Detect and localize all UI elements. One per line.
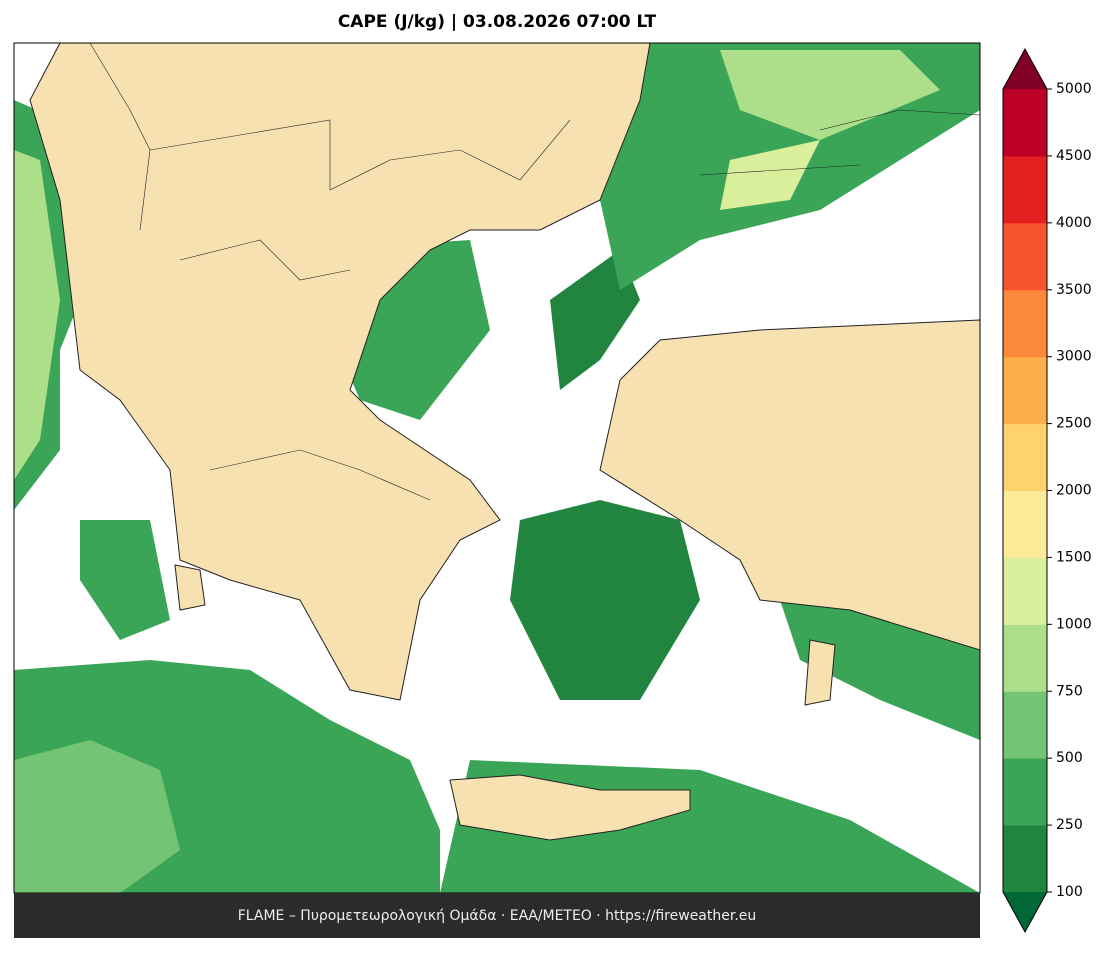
- colorbar-segment: [1003, 89, 1047, 157]
- colorbar-over: [1003, 49, 1047, 89]
- colorbar-segment: [1003, 825, 1047, 893]
- colorbar-segment: [1003, 758, 1047, 826]
- colorbar-tick-label: 1000: [1056, 616, 1092, 632]
- colorbar-under: [1003, 892, 1047, 932]
- colorbar-segment: [1003, 691, 1047, 759]
- cape-area: [510, 500, 700, 700]
- colorbar-tick-label: 3000: [1056, 349, 1092, 365]
- border: [149, 119, 571, 191]
- colorbar-tick-label: 5000: [1056, 81, 1092, 97]
- border: [699, 164, 861, 176]
- border: [819, 109, 981, 131]
- colorbar-tick-label: 2500: [1056, 416, 1092, 432]
- land: [449, 774, 691, 841]
- colorbar-tick-label: 1500: [1056, 549, 1092, 565]
- land: [804, 639, 836, 706]
- border: [209, 449, 431, 501]
- colorbar-segment: [1003, 490, 1047, 558]
- colorbar-tick-label: 500: [1056, 750, 1083, 766]
- land: [599, 319, 981, 651]
- colorbar-tick-label: 2000: [1056, 483, 1092, 499]
- colorbar-segment: [1003, 423, 1047, 491]
- colorbar-segment: [1003, 155, 1047, 224]
- cape-area: [720, 140, 820, 210]
- map: [13, 42, 981, 894]
- footer-text: FLAME – Πυρομετεωρολογική Ομάδα · ΕΑΑ/ME…: [238, 908, 757, 924]
- colorbar-segment: [1003, 356, 1047, 425]
- colorbar-segment: [1003, 222, 1047, 291]
- colorbar-tick-label: 100: [1056, 884, 1083, 900]
- colorbar-tick-label: 750: [1056, 683, 1083, 699]
- cape-area: [14, 740, 180, 893]
- footer-bar: [14, 893, 980, 938]
- cape-area: [80, 520, 170, 640]
- colorbar-tick-label: 3500: [1056, 282, 1092, 298]
- cape-area: [14, 150, 60, 480]
- land: [174, 564, 206, 611]
- colorbar-tick-label: 4500: [1056, 148, 1092, 164]
- colorbar-segment: [1003, 289, 1047, 358]
- cape-area: [550, 250, 640, 390]
- map-title: CAPE (J/kg) | 03.08.2026 07:00 LT: [338, 12, 657, 32]
- border: [179, 239, 351, 281]
- land: [29, 42, 651, 701]
- colorbar-segment: [1003, 624, 1047, 692]
- cape-area: [720, 50, 940, 140]
- colorbar-tick-label: 250: [1056, 817, 1083, 833]
- colorbar-segment: [1003, 557, 1047, 625]
- colorbar: 100 250 500 750 1000 1500 2000 2500 3000 3500 4000…: [1002, 47, 1092, 934]
- colorbar-tick-label: 4000: [1056, 215, 1092, 231]
- border: [89, 42, 151, 231]
